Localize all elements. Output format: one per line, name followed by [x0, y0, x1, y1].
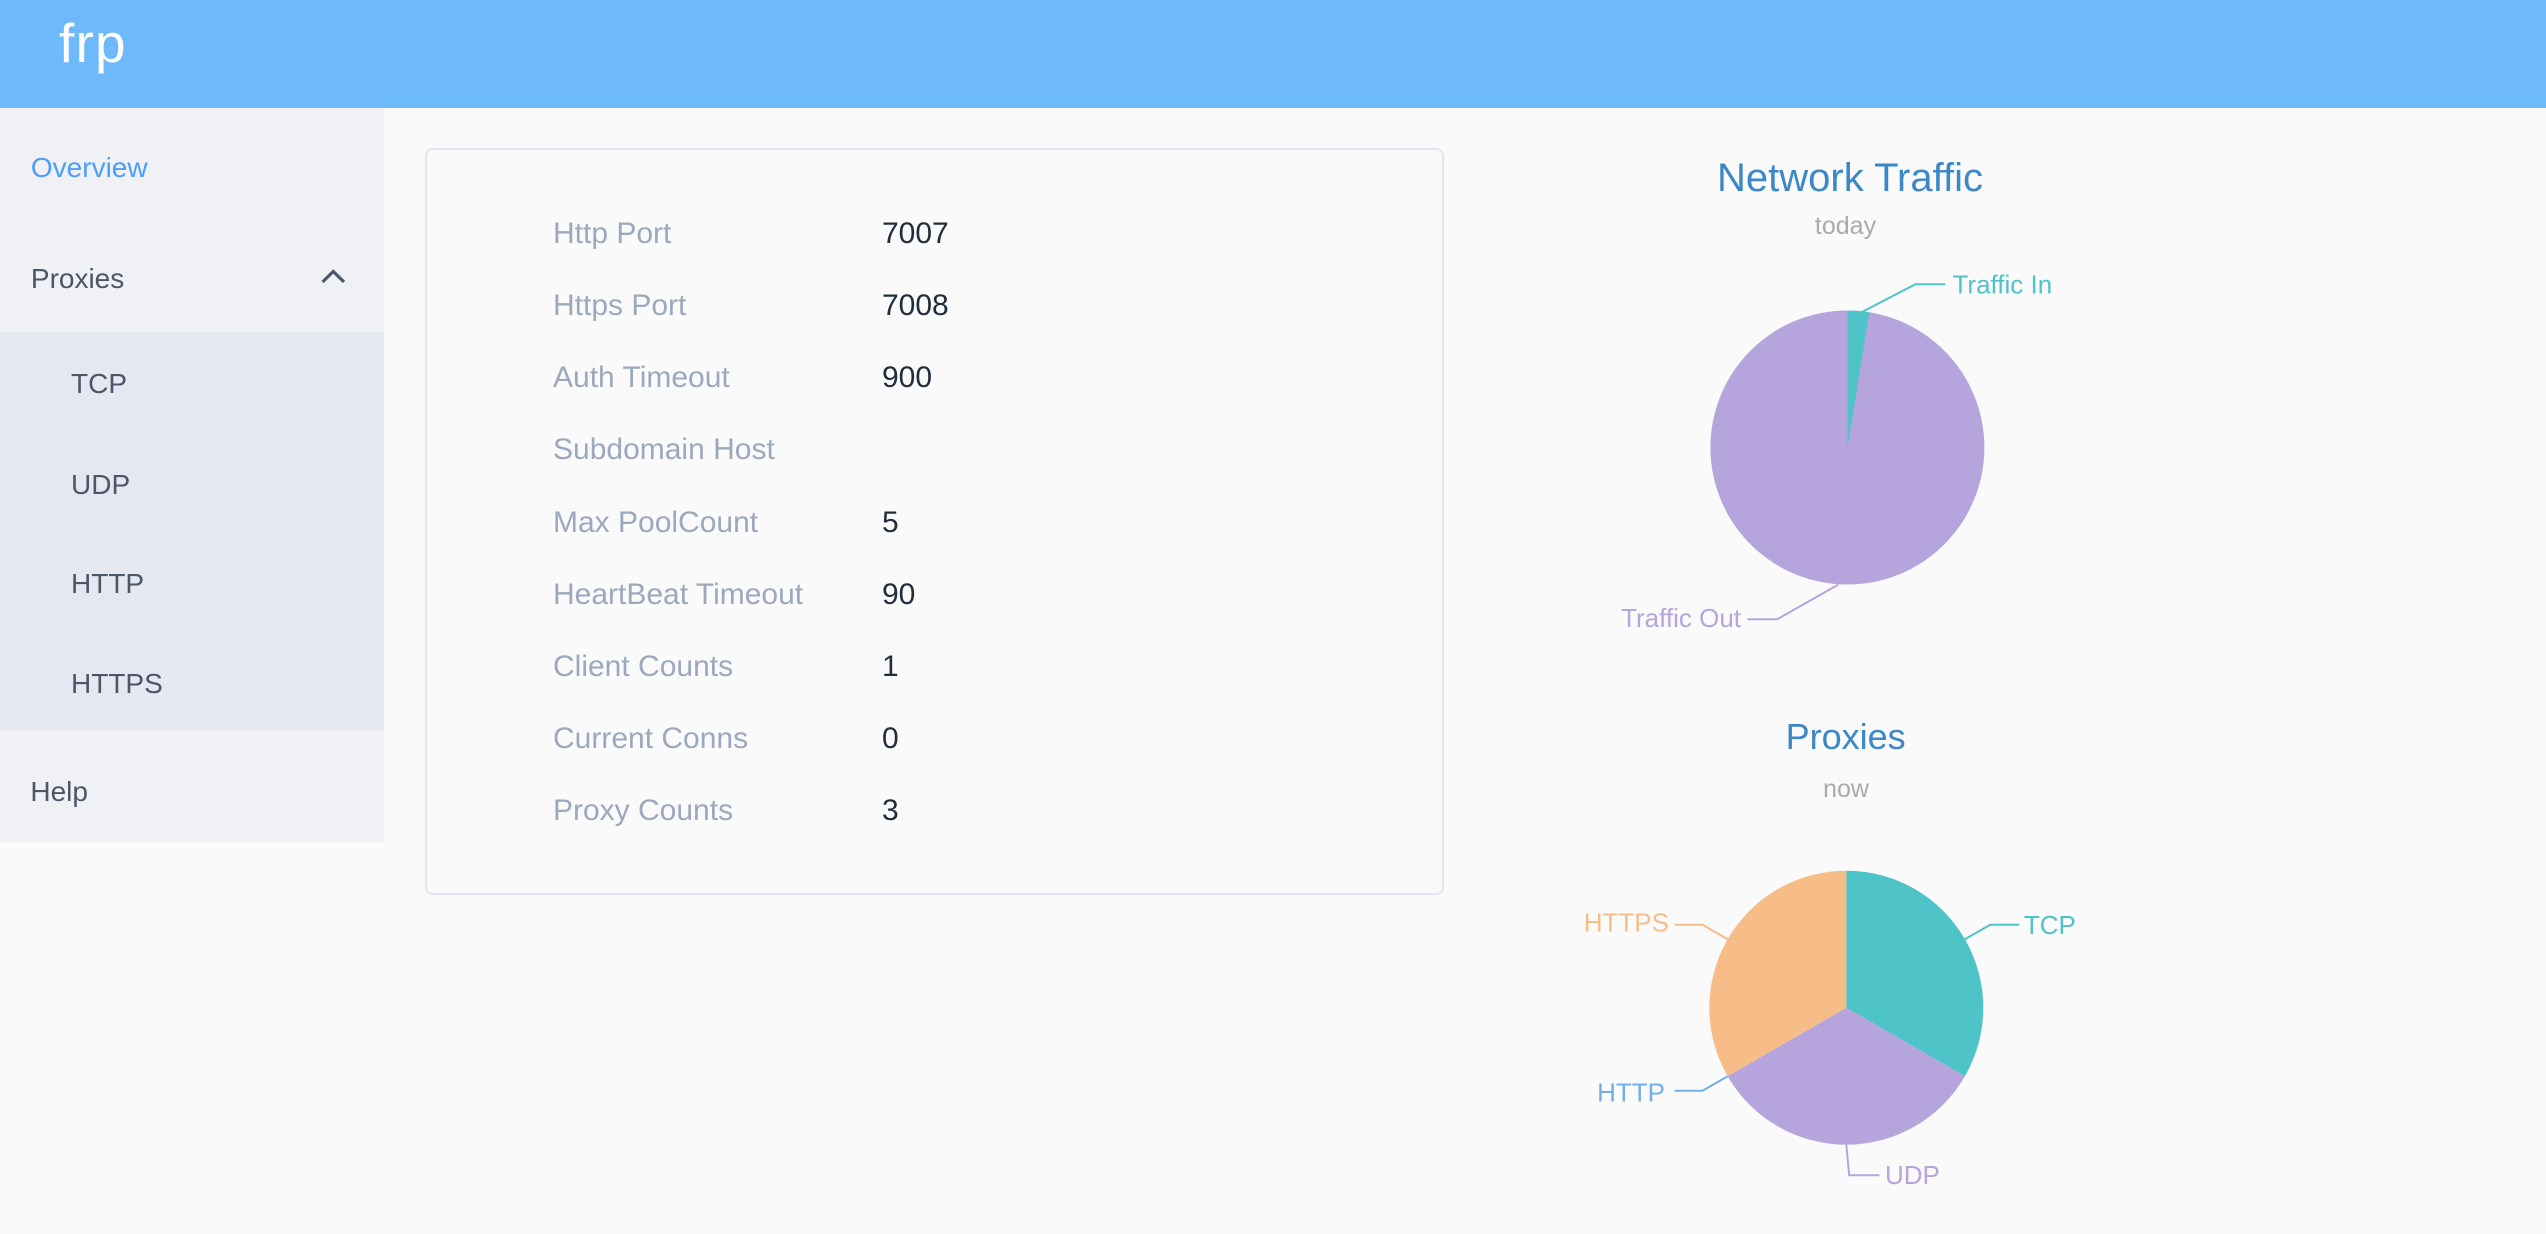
svg-text:UDP: UDP	[1885, 1160, 1940, 1190]
svg-text:Proxies: Proxies	[1786, 716, 1906, 757]
svg-text:HTTPS: HTTPS	[1584, 908, 1669, 938]
svg-text:Traffic Out: Traffic Out	[1621, 603, 1742, 633]
svg-text:now: now	[1823, 775, 1870, 803]
svg-text:today: today	[1815, 212, 1877, 240]
svg-text:TCP: TCP	[2024, 910, 2076, 940]
svg-text:Network Traffic: Network Traffic	[1717, 156, 1983, 200]
svg-text:HTTP: HTTP	[1597, 1078, 1665, 1108]
svg-text:Traffic In: Traffic In	[1953, 270, 2053, 300]
